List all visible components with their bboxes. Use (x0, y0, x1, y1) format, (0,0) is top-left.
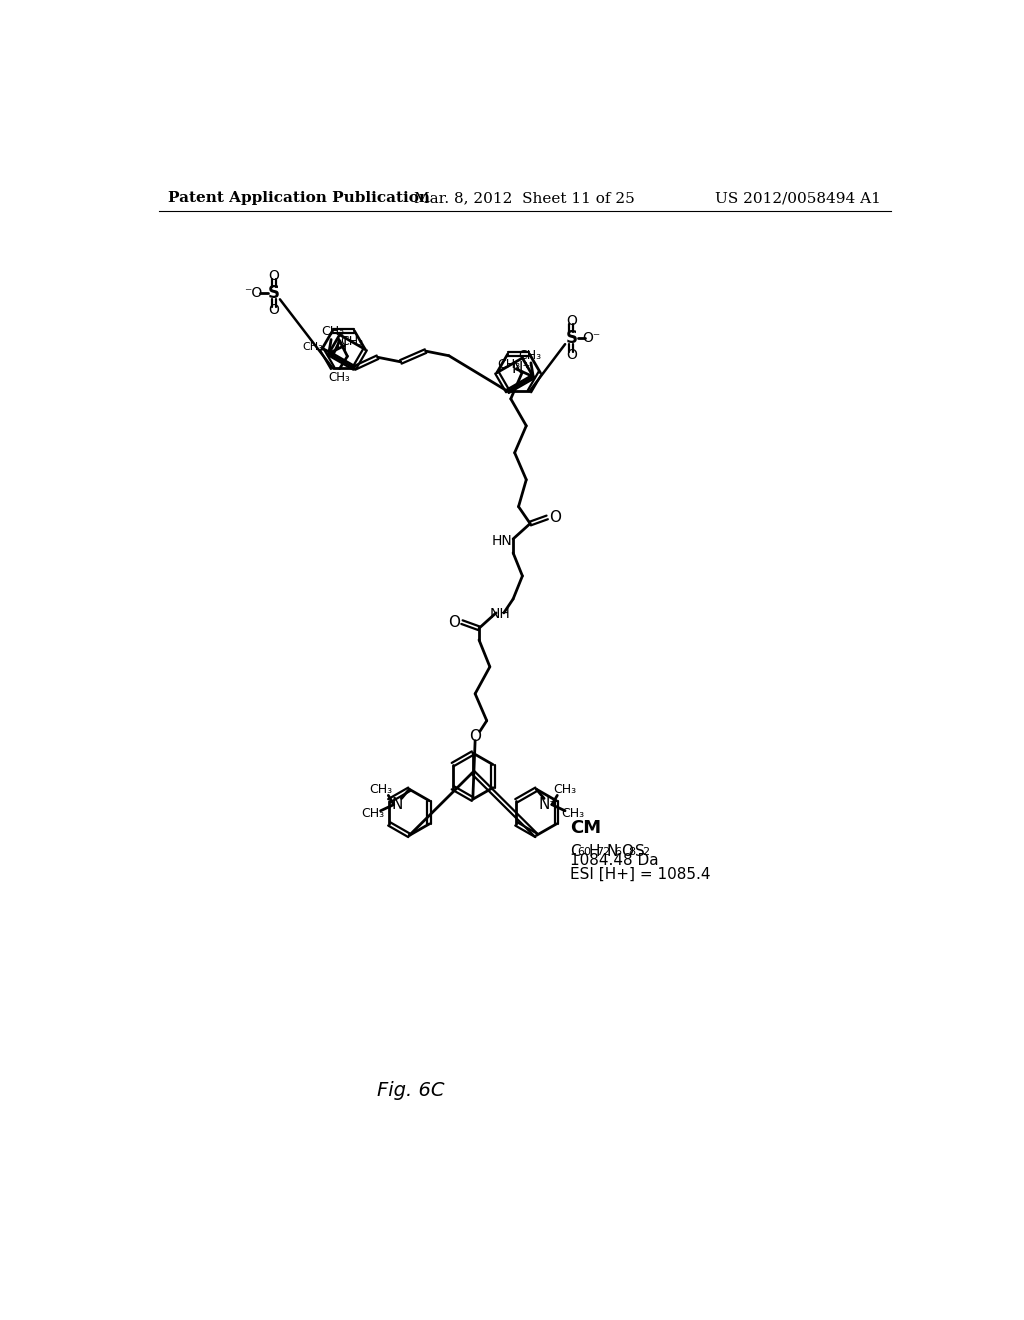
Text: O: O (566, 314, 577, 329)
Text: Patent Application Publication: Patent Application Publication (168, 191, 430, 206)
Text: C: C (569, 843, 581, 859)
Text: S: S (267, 284, 280, 302)
Text: N⁺: N⁺ (511, 362, 530, 376)
Text: H: H (589, 843, 600, 859)
Text: HN: HN (492, 533, 513, 548)
Text: CH₃: CH₃ (329, 371, 350, 384)
Text: CH₃: CH₃ (341, 334, 364, 347)
Text: 2: 2 (643, 847, 649, 857)
Text: 60: 60 (578, 847, 592, 857)
Text: N: N (392, 797, 403, 812)
Text: ⁻O: ⁻O (245, 286, 263, 300)
Text: CH₃: CH₃ (322, 325, 344, 338)
Text: US 2012/0058494 A1: US 2012/0058494 A1 (716, 191, 882, 206)
Text: N⁺: N⁺ (539, 797, 558, 812)
Text: CH₃: CH₃ (369, 783, 392, 796)
Text: CH₃: CH₃ (561, 808, 585, 820)
Text: CM: CM (569, 820, 601, 837)
Text: CH₃: CH₃ (518, 348, 541, 362)
Text: CH₃: CH₃ (553, 783, 577, 796)
Text: O: O (469, 729, 481, 743)
Text: Fig. 6C: Fig. 6C (377, 1081, 444, 1100)
Text: 6: 6 (614, 847, 622, 857)
Text: 8: 8 (629, 847, 636, 857)
Text: 72: 72 (596, 847, 610, 857)
Text: CH₃: CH₃ (302, 342, 323, 352)
Text: CH₃: CH₃ (361, 808, 384, 820)
Text: O: O (566, 348, 577, 362)
Text: S: S (565, 329, 578, 347)
Text: 1084.48 Da: 1084.48 Da (569, 853, 658, 869)
Text: N: N (336, 338, 347, 352)
Text: O⁻: O⁻ (583, 331, 600, 345)
Text: O: O (449, 615, 460, 630)
Text: O: O (268, 269, 280, 284)
Text: ESI [H+] = 1085.4: ESI [H+] = 1085.4 (569, 867, 711, 882)
Text: O: O (549, 510, 561, 525)
Text: O: O (268, 304, 280, 317)
Text: S: S (635, 843, 644, 859)
Text: CH₃: CH₃ (497, 358, 520, 371)
Text: NH: NH (489, 607, 510, 622)
Text: O: O (621, 843, 633, 859)
Text: N: N (607, 843, 618, 859)
Text: Mar. 8, 2012  Sheet 11 of 25: Mar. 8, 2012 Sheet 11 of 25 (415, 191, 635, 206)
